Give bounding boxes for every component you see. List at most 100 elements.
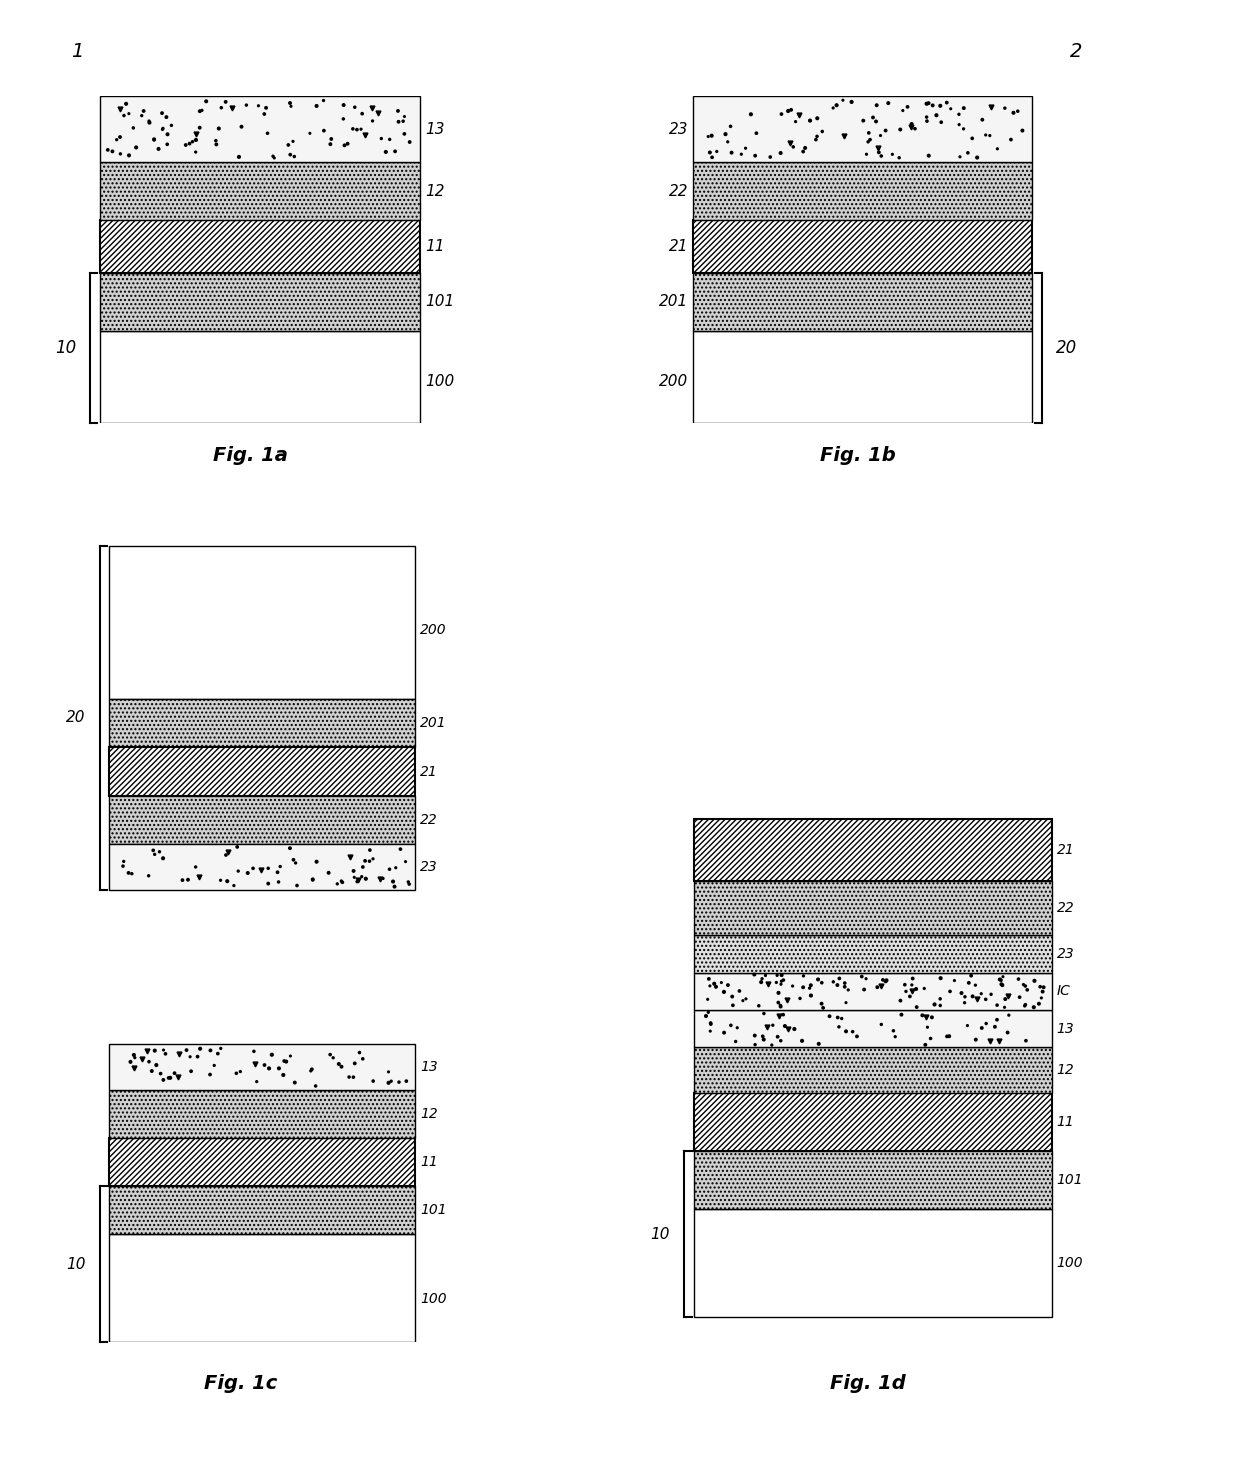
Point [847, 1025, 867, 1048]
Point [890, 989, 910, 1013]
Point [352, 865, 372, 888]
Point [254, 102, 274, 126]
Point [238, 862, 258, 885]
Bar [99, 96, 420, 162]
Point [835, 971, 854, 995]
Point [885, 1025, 905, 1048]
Point [258, 856, 278, 879]
Point [723, 994, 743, 1017]
Text: IC: IC [1056, 985, 1070, 998]
Point [698, 125, 718, 148]
Bar [109, 1044, 415, 1090]
Text: 21: 21 [420, 765, 438, 779]
Point [345, 95, 365, 119]
Point [931, 110, 951, 133]
Point [157, 132, 177, 156]
Point [179, 868, 198, 891]
Point [768, 964, 787, 988]
Bar [694, 973, 1052, 1010]
Point [760, 145, 780, 169]
Point [746, 122, 766, 145]
Point [701, 974, 720, 998]
Point [856, 967, 875, 991]
Point [388, 99, 408, 123]
Point [258, 122, 278, 145]
Point [854, 977, 874, 1001]
Bar [109, 796, 415, 844]
Point [1016, 974, 1035, 998]
Point [150, 839, 170, 863]
Point [832, 1007, 852, 1031]
Point [985, 1014, 1004, 1038]
Point [976, 988, 996, 1011]
Point [320, 1043, 340, 1066]
Point [905, 117, 925, 141]
Point [280, 836, 300, 860]
Point [998, 1020, 1018, 1044]
Point [872, 144, 892, 168]
Point [792, 1029, 812, 1053]
Point [1008, 99, 1028, 123]
Point [962, 126, 982, 150]
Point [945, 968, 965, 992]
Point [897, 979, 916, 1003]
Text: 10: 10 [650, 1226, 670, 1241]
Point [941, 96, 961, 120]
Point [699, 967, 719, 991]
Point [790, 986, 810, 1010]
Point [754, 1001, 774, 1025]
Point [852, 964, 872, 988]
Text: 10: 10 [66, 1256, 86, 1271]
Text: 10: 10 [55, 338, 76, 356]
Point [775, 1014, 795, 1038]
Point [394, 122, 414, 145]
Point [360, 850, 379, 873]
Point [384, 875, 404, 899]
Point [701, 1011, 720, 1035]
Point [284, 848, 304, 872]
Point [800, 108, 820, 132]
Point [1030, 974, 1050, 998]
Point [769, 991, 789, 1014]
Point [144, 128, 164, 151]
Point [303, 868, 322, 891]
Point [987, 136, 1007, 160]
Bar [694, 1093, 1052, 1151]
Point [114, 104, 134, 128]
Point [918, 110, 937, 133]
Point [114, 850, 134, 873]
Text: 201: 201 [660, 295, 688, 310]
Point [771, 973, 791, 997]
Text: 21: 21 [668, 239, 688, 254]
Point [918, 1016, 937, 1040]
Point [274, 1048, 294, 1072]
Point [394, 105, 414, 129]
Point [992, 973, 1012, 997]
Point [838, 977, 858, 1001]
Point [1032, 986, 1052, 1010]
Point [903, 967, 923, 991]
Point [376, 139, 396, 163]
Point [1016, 1029, 1035, 1053]
Point [165, 1062, 185, 1086]
Point [771, 970, 791, 994]
Point [280, 142, 300, 166]
Point [808, 1032, 828, 1056]
Point [160, 1066, 180, 1090]
Point [923, 93, 942, 117]
Point [751, 970, 771, 994]
Text: 20: 20 [66, 710, 86, 725]
Point [699, 141, 719, 165]
Bar [694, 819, 1052, 881]
Point [827, 973, 847, 997]
Point [994, 995, 1014, 1019]
Point [190, 116, 210, 139]
Point [923, 1005, 942, 1029]
Point [345, 866, 365, 890]
Point [939, 1025, 959, 1048]
Point [208, 117, 228, 141]
Point [937, 90, 957, 114]
Text: 100: 100 [1056, 1256, 1083, 1271]
Text: Fig. 1c: Fig. 1c [205, 1375, 278, 1393]
Point [992, 973, 1012, 997]
